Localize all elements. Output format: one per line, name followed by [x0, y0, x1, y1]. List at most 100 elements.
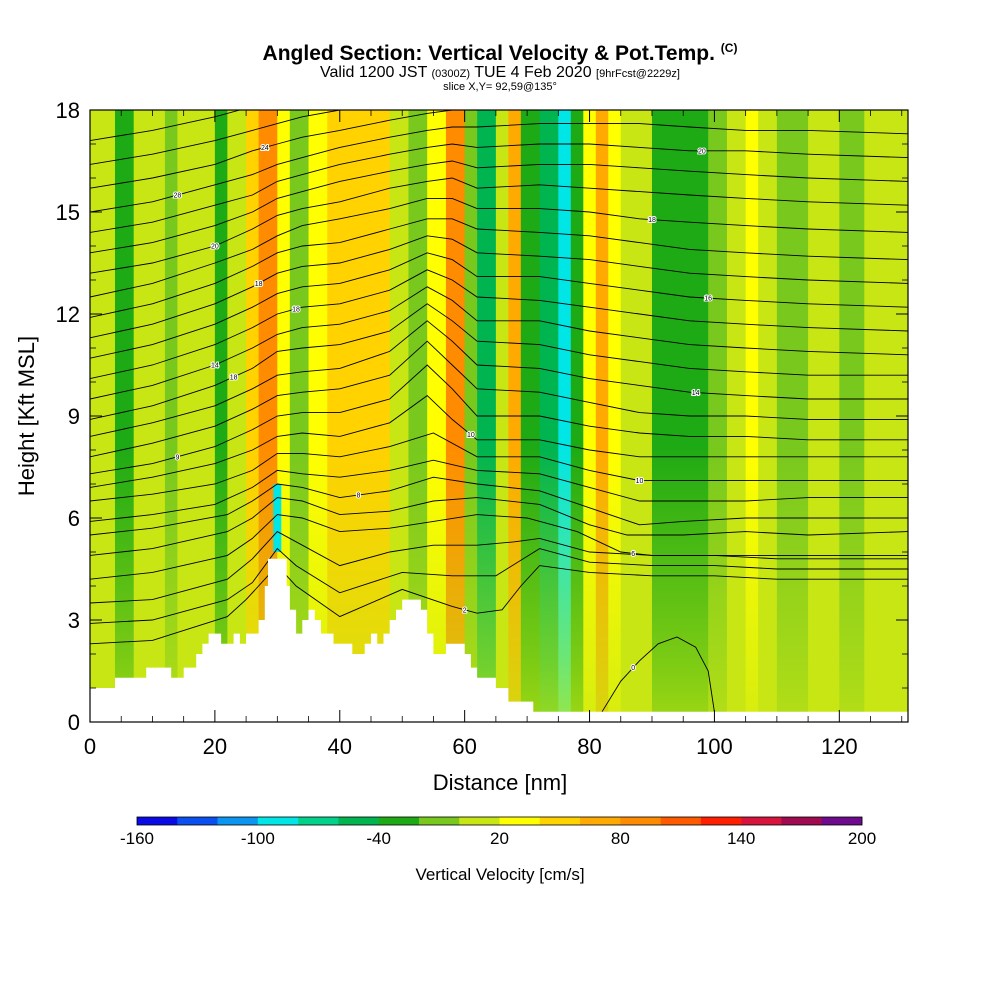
- x-tick-label-3: 60: [452, 734, 476, 759]
- isentrope-label-6: 8: [357, 493, 361, 500]
- isentrope-24: [90, 110, 453, 189]
- isentrope-21: [90, 160, 908, 254]
- downdraft-core: [273, 484, 282, 552]
- colorbar-swatch-10: [539, 817, 581, 825]
- colorbar-swatch-4: [298, 817, 339, 825]
- isentrope-label-22: 20: [698, 148, 706, 155]
- colorbar-swatch-1: [177, 817, 218, 825]
- colorbar-swatch-13: [660, 817, 702, 825]
- colorbar-swatch-8: [459, 817, 500, 825]
- x-tick-label-0: 0: [84, 734, 96, 759]
- isentrope-26: [90, 110, 241, 142]
- colorbar-swatch-15: [741, 817, 782, 825]
- isentrope-2: [90, 547, 908, 624]
- isentrope-9: [90, 395, 908, 488]
- isentrope-label-15: 18: [292, 306, 300, 313]
- isentrope-16: [90, 252, 908, 359]
- colorbar-swatch-16: [781, 817, 823, 825]
- isentrope-label-20: 20: [211, 244, 219, 251]
- isentrope-19: [90, 197, 908, 298]
- isentrope-label-14: 14: [211, 363, 219, 370]
- isentrope-4: [90, 514, 908, 580]
- isentrope-label-23: 28: [174, 193, 182, 200]
- y-tick-label-2: 6: [68, 506, 80, 531]
- isentrope-label-10: 9: [175, 454, 179, 461]
- x-tick-label-5: 100: [696, 734, 733, 759]
- chart-subtitle: Valid 1200 JST (0300Z) TUE 4 Feb 2020 [9…: [320, 64, 680, 81]
- y-tick-label-1: 3: [68, 608, 80, 633]
- isentrope-5: [90, 497, 908, 556]
- x-tick-label-6: 120: [821, 734, 858, 759]
- isentrope-label-17: 18: [255, 281, 263, 288]
- isentrope-14: [90, 286, 908, 400]
- isentrope-label-4: 6: [631, 551, 635, 558]
- isentrope-6: [90, 476, 908, 536]
- colorbar-tick-label-1: -100: [241, 829, 275, 848]
- isentrope-23: [90, 123, 908, 213]
- isentrope-10: [90, 364, 908, 475]
- terrain: [90, 558, 908, 722]
- colorbar-swatch-14: [700, 817, 742, 825]
- isentrope-22: [90, 143, 908, 233]
- colorbar-tick-label-5: 140: [727, 829, 755, 848]
- colorbar-swatch-3: [257, 817, 299, 825]
- isentrope-11: [90, 340, 908, 458]
- x-tick-label-2: 40: [328, 734, 352, 759]
- isentrope-12: [90, 320, 908, 437]
- colorbar-swatch-17: [821, 817, 863, 825]
- colorbar: -160 -100 -40 20 80 140 200: [120, 816, 876, 848]
- x-axis-label: Distance [nm]: [433, 770, 568, 795]
- isentrope-0: [601, 636, 715, 713]
- y-tick-label-5: 15: [56, 200, 80, 225]
- colorbar-tick-label-4: 80: [611, 829, 630, 848]
- isentrope-label-13: 18: [230, 374, 238, 381]
- colorbar-tick-label-0: -160: [120, 829, 154, 848]
- y-axis-label: Height [Kft MSL]: [14, 336, 39, 496]
- colorbar-tick-label-2: -40: [366, 829, 391, 848]
- colorbar-swatch-2: [217, 817, 259, 825]
- isentrope-15: [90, 269, 908, 380]
- isentrope-label-0: 0: [631, 665, 635, 672]
- potential-temperature-contours: 0 2 6 8 10 10 9 14 18 14 18 16 18 18 20 20 28 24: [90, 110, 908, 713]
- isentrope-label-16: 16: [704, 296, 712, 303]
- colorbar-swatch-11: [580, 817, 621, 825]
- chart-title: Angled Section: Vertical Velocity & Pot.…: [262, 41, 738, 65]
- isentrope-17: [90, 235, 908, 339]
- chart-slice-label: slice X,Y= 92,59@135°: [443, 81, 557, 93]
- colorbar-swatch-6: [378, 817, 420, 825]
- y-tick-label-4: 12: [56, 302, 80, 327]
- y-tick-label-3: 9: [68, 404, 80, 429]
- isentrope-13: [90, 303, 908, 420]
- isentrope-3: [90, 531, 908, 604]
- isentrope-label-12: 14: [692, 390, 700, 397]
- x-tick-label-1: 20: [203, 734, 227, 759]
- isentrope-7: [90, 459, 908, 522]
- colorbar-swatch-12: [620, 817, 661, 825]
- colorbar-tick-label-6: 200: [848, 829, 876, 848]
- colorbar-tick-label-3: 20: [490, 829, 509, 848]
- isentrope-label-19: 18: [648, 217, 656, 224]
- isentrope-18: [90, 218, 908, 318]
- colorbar-swatch-0: [137, 817, 178, 825]
- terrain-profile: [90, 558, 908, 722]
- colorbar-frame: [136, 816, 863, 826]
- isentrope-1: [90, 564, 908, 645]
- isentrope-8: [90, 432, 908, 502]
- colorbar-swatch-9: [499, 817, 541, 825]
- x-tick-label-4: 80: [577, 734, 601, 759]
- y-tick-label-6: 18: [56, 98, 80, 123]
- isentrope-label-24: 24: [261, 145, 269, 152]
- colorbar-label: Vertical Velocity [cm/s]: [415, 865, 584, 884]
- isentrope-20: [90, 177, 908, 274]
- colorbar-swatch-7: [418, 817, 460, 825]
- vertical-velocity-field: [90, 110, 908, 722]
- isentrope-label-1: 2: [463, 607, 467, 614]
- isentrope-label-8: 10: [636, 478, 644, 485]
- isentrope-25: [90, 110, 340, 165]
- colorbar-swatch-5: [338, 817, 379, 825]
- chart-title-block: Angled Section: Vertical Velocity & Pot.…: [0, 36, 1000, 93]
- y-tick-label-0: 0: [68, 710, 80, 735]
- isentrope-label-9: 10: [467, 432, 475, 439]
